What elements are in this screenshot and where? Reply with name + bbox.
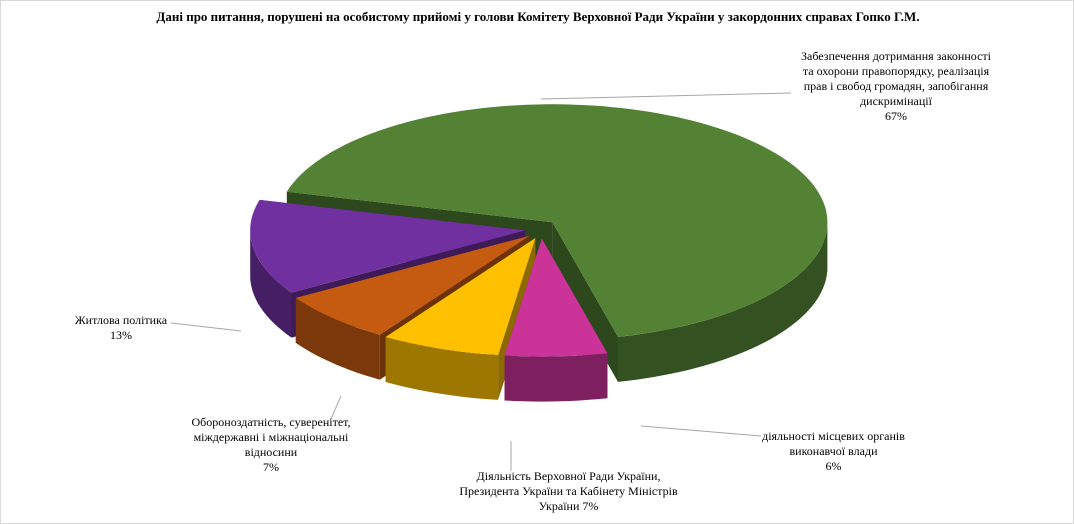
value-label: 7% bbox=[263, 460, 279, 474]
slice bbox=[295, 235, 530, 335]
data-label: Діяльність Верховної Ради України, Прези… bbox=[456, 469, 681, 514]
data-label: Житлова політика 13% bbox=[61, 313, 181, 343]
leader-line bbox=[640, 425, 762, 437]
leader-line bbox=[170, 322, 242, 332]
value-label: 13% bbox=[110, 328, 132, 342]
category-label: Обороноздатність, суверенітет, міждержав… bbox=[191, 415, 351, 459]
category-label: Житлова політика bbox=[74, 313, 168, 327]
data-label: Обороноздатність, суверенітет, міждержав… bbox=[171, 415, 371, 475]
slice-side bbox=[385, 337, 499, 400]
slice-side bbox=[552, 222, 618, 382]
category-label: діяльності місцевих органів виконавчої в… bbox=[762, 429, 905, 458]
slice bbox=[250, 199, 526, 293]
value-label: 6% bbox=[825, 459, 842, 473]
category-label: Діяльність Верховної Ради України, Прези… bbox=[459, 469, 678, 513]
chart-title: Дані про питання, порушені на особистому… bbox=[156, 9, 920, 24]
slice bbox=[286, 104, 828, 337]
leader-line bbox=[540, 92, 792, 100]
value-label: 7% bbox=[582, 499, 599, 513]
category-label: Забезпечення дотримання законності та ох… bbox=[801, 49, 991, 108]
slice-side bbox=[618, 222, 828, 382]
data-label: діяльності місцевих органів виконавчої в… bbox=[746, 429, 921, 474]
value-label: 67% bbox=[885, 109, 907, 123]
slice bbox=[504, 238, 608, 357]
slice bbox=[385, 238, 536, 355]
data-label: Забезпечення дотримання законності та ох… bbox=[801, 49, 991, 124]
slice-side bbox=[295, 297, 380, 380]
leader-line bbox=[330, 395, 342, 420]
slice-side bbox=[250, 230, 292, 338]
slice-side bbox=[504, 353, 608, 402]
